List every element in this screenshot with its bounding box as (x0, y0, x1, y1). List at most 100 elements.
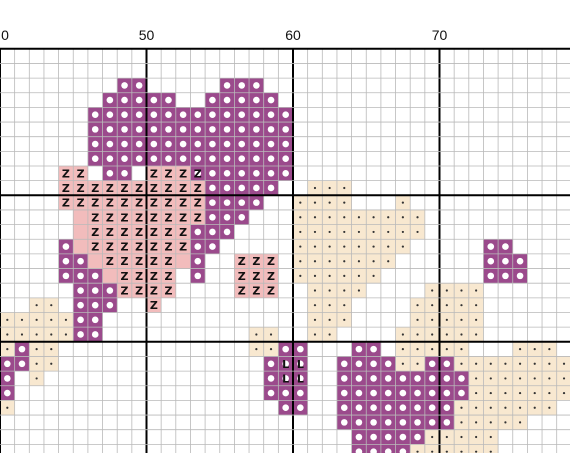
purple-dot-symbol (282, 360, 289, 368)
purple-dot-symbol (253, 155, 260, 162)
pink-z-symbol: Z (135, 182, 143, 195)
cream-dot-symbol (518, 421, 522, 424)
purple-dot-symbol (209, 126, 216, 133)
cream-dot-symbol (313, 186, 317, 190)
cream-dot-symbol (431, 348, 434, 351)
purple-dot-symbol (223, 111, 231, 119)
pink-cell (175, 239, 191, 254)
purple-dot-symbol (223, 199, 231, 206)
pink-cell (146, 195, 162, 210)
purple-dot-symbol (223, 228, 231, 236)
purple-dot-symbol (253, 111, 260, 119)
pink-cell (146, 297, 162, 313)
pink-z-symbol: Z (106, 241, 114, 254)
purple-dot-symbol (384, 419, 392, 426)
cream-dot-symbol (387, 260, 390, 263)
purple-dot-symbol (209, 170, 216, 177)
pink-cell (146, 209, 162, 225)
column-label-60: 60 (285, 27, 301, 43)
purple-dot-symbol (62, 243, 70, 250)
purple-dot-symbol (487, 257, 495, 265)
purple-dot-symbol (267, 140, 275, 148)
brown-l-symbol: L (297, 372, 304, 385)
pink-z-symbol: Z (150, 182, 158, 195)
pink-cell (190, 209, 206, 225)
pink-cell (161, 239, 176, 254)
pink-z-symbol: Z (121, 285, 129, 298)
pink-cell (73, 195, 88, 210)
purple-dot-symbol (121, 155, 128, 162)
cream-dot-symbol (50, 333, 53, 336)
purple-dot-symbol (487, 243, 495, 250)
pink-z-symbol: Z (121, 211, 129, 224)
purple-dot-symbol (340, 360, 348, 368)
cream-dot-symbol (343, 274, 346, 277)
column-label-0: 0 (1, 27, 9, 43)
column-ruler: 0 50 60 70 (0, 0, 570, 48)
purple-dot-symbol (355, 433, 363, 441)
cream-dot-symbol (313, 245, 317, 248)
cream-dot-symbol (416, 362, 419, 365)
purple-dot-symbol (209, 111, 216, 119)
pink-z-symbol: Z (121, 226, 129, 239)
purple-dot-symbol (399, 389, 407, 397)
purple-dot-symbol (77, 316, 84, 324)
purple-dot-symbol (502, 243, 509, 250)
cream-cell (410, 444, 425, 453)
purple-dot-symbol (91, 316, 99, 324)
pink-z-symbol: Z (179, 167, 187, 180)
purple-dot-symbol (121, 82, 128, 89)
pink-z-symbol: Z (194, 182, 202, 195)
pink-cell (146, 268, 162, 284)
pink-cell (161, 209, 176, 225)
purple-dot-symbol (414, 389, 421, 397)
pink-cell (190, 195, 206, 210)
cream-dot-symbol (460, 304, 463, 307)
cream-dot-symbol (313, 260, 317, 263)
cream-dot-symbol (35, 377, 38, 380)
cream-dot-symbol (313, 274, 317, 277)
purple-dot-symbol (282, 140, 289, 148)
purple-dot-symbol (414, 419, 421, 426)
purple-dot-symbol (209, 228, 216, 236)
pink-cell (161, 224, 176, 240)
cream-dot-symbol (357, 216, 361, 219)
cream-dot-symbol (343, 230, 346, 234)
pink-cell (117, 180, 132, 196)
purple-dot-symbol (165, 111, 172, 119)
purple-dot-symbol (135, 96, 143, 104)
purple-dot-symbol (443, 389, 451, 397)
pink-cell (131, 283, 147, 298)
cream-dot-symbol (313, 304, 317, 307)
cream-dot-symbol (475, 333, 478, 336)
cream-dot-symbol (299, 216, 302, 219)
purple-dot-symbol (399, 404, 407, 412)
pink-cell (234, 283, 250, 298)
cream-dot-symbol (562, 377, 566, 380)
purple-dot-symbol (77, 257, 84, 265)
purple-dot-symbol (223, 184, 231, 192)
purple-dot-symbol (282, 389, 289, 397)
pink-z-symbol: Z (91, 241, 99, 254)
brown-l-symbol: L (297, 358, 304, 371)
pink-cell (87, 195, 103, 210)
cream-dot-symbol (328, 186, 331, 190)
pink-cell (146, 166, 162, 181)
pink-cell (249, 253, 264, 269)
pink-cell (117, 209, 132, 225)
purple-dot-symbol (179, 155, 187, 162)
cream-dot-symbol (489, 406, 492, 409)
purple-dot-symbol (253, 96, 260, 104)
cream-dot-symbol (20, 333, 24, 336)
purple-dot-symbol (179, 126, 187, 133)
purple-dot-symbol (18, 360, 26, 368)
purple-dot-symbol (370, 404, 377, 412)
cream-dot-symbol (489, 450, 492, 453)
pink-z-symbol: Z (150, 241, 158, 254)
purple-dot-symbol (179, 111, 187, 119)
purple-dot-symbol (194, 111, 202, 119)
pink-cell (146, 180, 162, 196)
cream-dot-symbol (460, 450, 463, 453)
cream-dot-symbol (445, 289, 448, 292)
purple-dot-symbol (194, 170, 202, 177)
